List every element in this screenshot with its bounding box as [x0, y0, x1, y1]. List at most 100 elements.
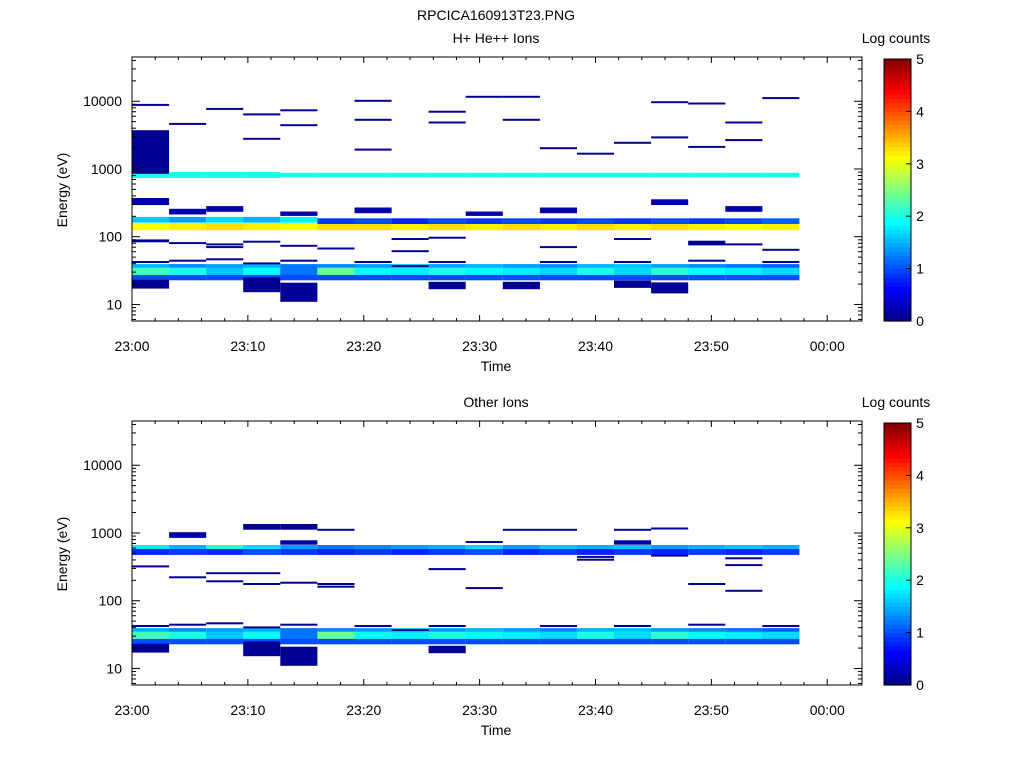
- colorbar-segment: [884, 146, 911, 152]
- heatmap-cell: [428, 637, 466, 645]
- colorbar-segment: [884, 120, 911, 126]
- heatmap-cell: [539, 267, 577, 275]
- heatmap-cell: [428, 545, 466, 553]
- heatmap-cell: [502, 549, 540, 555]
- colorbar-segment: [884, 501, 911, 507]
- heatmap-cell: [206, 622, 244, 625]
- x-tick-label: 00:00: [810, 702, 845, 718]
- heatmap-cell: [502, 281, 540, 290]
- colorbar-segment: [884, 216, 911, 222]
- heatmap-cell: [465, 273, 503, 281]
- heatmap-cell: [317, 223, 355, 231]
- colorbar-segment: [884, 111, 911, 117]
- heatmap-cell: [614, 637, 652, 645]
- heatmap-cell: [354, 172, 392, 178]
- heatmap-cell: [354, 631, 392, 639]
- heatmap-cell: [688, 583, 726, 585]
- heatmap-cell: [354, 118, 392, 121]
- colorbar-segment: [884, 85, 911, 91]
- colorbar-segment: [884, 514, 911, 520]
- heatmap-cell: [762, 218, 800, 224]
- heatmap-cell: [539, 172, 577, 178]
- colorbar-segment: [884, 588, 911, 594]
- heatmap-cell: [428, 267, 466, 275]
- heatmap-cell: [688, 240, 726, 243]
- colorbar-segment: [884, 423, 911, 428]
- heatmap-cell: [762, 545, 800, 553]
- heatmap-cell: [762, 261, 800, 263]
- colorbar-segment: [884, 150, 911, 156]
- heatmap-cell: [651, 554, 689, 557]
- x-tick-label: 23:30: [462, 702, 497, 718]
- heatmap-cell: [428, 645, 466, 654]
- heatmap-cell: [725, 564, 763, 567]
- heatmap-cell: [428, 273, 466, 281]
- heatmap-cell: [428, 568, 466, 571]
- heatmap-cell: [577, 637, 615, 645]
- heatmap-cell: [539, 261, 577, 263]
- heatmap-cell: [539, 207, 577, 214]
- heatmap-cell: [243, 223, 281, 231]
- x-tick-label: 23:00: [114, 702, 149, 718]
- heatmap-cell: [725, 243, 763, 246]
- heatmap-cell: [465, 637, 503, 645]
- heatmap-cell: [725, 589, 763, 592]
- colorbar-segment: [884, 137, 911, 143]
- heatmap-cell: [280, 540, 318, 545]
- x-tick-label: 23:10: [230, 702, 265, 718]
- heatmap-cell: [651, 549, 689, 555]
- heatmap-cell: [614, 549, 652, 555]
- panel-title: H+ He++ Ions: [453, 30, 540, 46]
- colorbar-segment: [884, 93, 911, 99]
- heatmap-cell: [169, 549, 207, 555]
- heatmap-cell: [651, 545, 689, 553]
- y-tick-label: 10000: [83, 457, 122, 473]
- heatmap-cell: [651, 101, 689, 104]
- heatmap-cell: [465, 541, 503, 543]
- heatmap-cell: [280, 646, 318, 666]
- heatmap-cell: [206, 216, 244, 223]
- colorbar-segment: [884, 224, 911, 230]
- colorbar-segment: [884, 676, 911, 682]
- heatmap-cell: [317, 273, 355, 281]
- colorbar-label: Log counts: [862, 394, 931, 410]
- heatmap-cell: [651, 527, 689, 530]
- colorbar-segment: [884, 427, 911, 433]
- heatmap-cell: [688, 102, 726, 105]
- heatmap-cell: [280, 545, 318, 553]
- heatmap-cell: [132, 625, 170, 627]
- heatmap-cell: [354, 549, 392, 555]
- colorbar-segment: [884, 558, 911, 564]
- heatmap-cell: [651, 136, 689, 139]
- colorbar-segment: [884, 484, 911, 490]
- colorbar-segment: [884, 510, 911, 516]
- heatmap-cell: [725, 557, 763, 560]
- heatmap-cell: [539, 549, 577, 555]
- colorbar: 0 1 2 3 4 5: [883, 51, 924, 329]
- y-tick-label: 10000: [83, 93, 122, 109]
- heatmap-cell: [132, 631, 170, 639]
- heatmap-cell: [725, 172, 763, 178]
- colorbar-segment: [884, 159, 911, 165]
- heatmap-cell: [428, 549, 466, 555]
- heatmap-cell: [391, 545, 429, 553]
- heatmap-cell: [428, 110, 466, 113]
- heatmap-cell: [502, 528, 540, 531]
- heatmap-cell: [502, 545, 540, 553]
- heatmap-cell: [688, 259, 726, 262]
- colorbar-segment: [884, 575, 911, 581]
- colorbar-segment: [884, 597, 911, 603]
- heatmap-cell: [725, 218, 763, 224]
- heatmap-cells: [132, 95, 800, 302]
- heatmap-cell: [725, 637, 763, 645]
- colorbar-segment: [884, 259, 911, 265]
- heatmap-cell: [280, 259, 318, 262]
- colorbar-segment: [884, 238, 911, 243]
- x-axis-label: Time: [481, 358, 512, 374]
- heatmap-cell: [280, 637, 318, 645]
- colorbar-frame: [883, 58, 912, 322]
- heatmap-cell: [169, 208, 207, 215]
- colorbar-segment: [884, 255, 911, 261]
- heatmap-cell: [428, 631, 466, 639]
- heatmap-cell: [280, 172, 318, 178]
